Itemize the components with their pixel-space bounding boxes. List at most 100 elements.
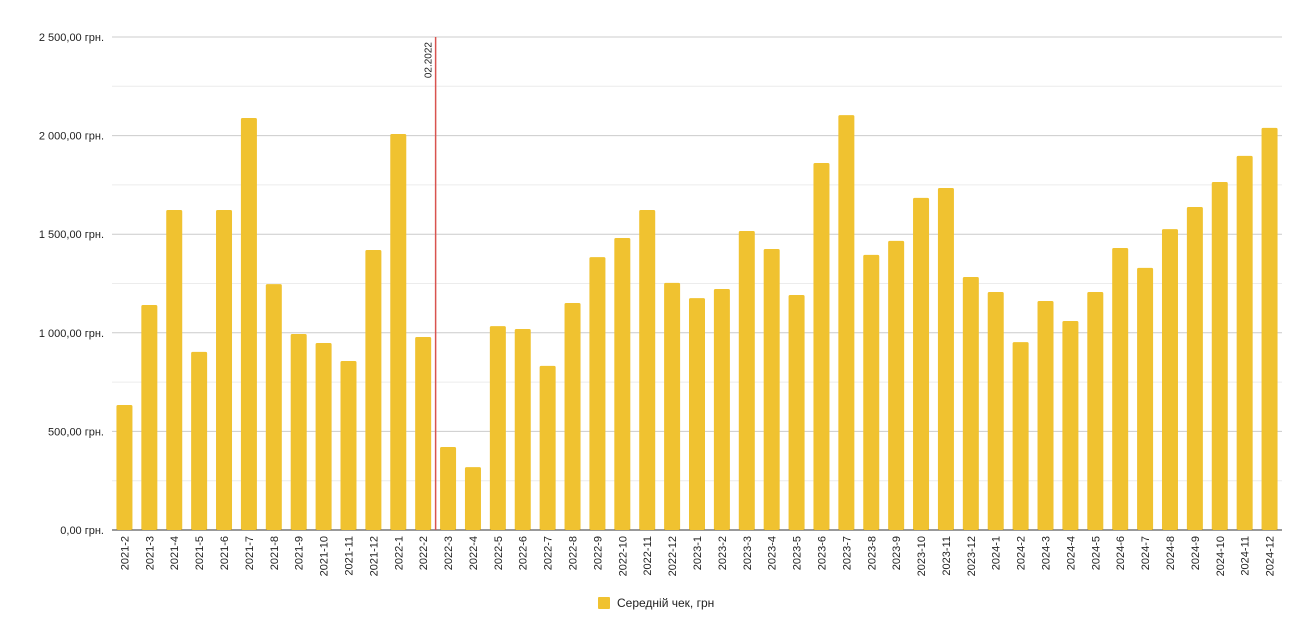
bar — [240, 118, 257, 531]
bar — [1112, 248, 1129, 530]
bar — [763, 248, 780, 531]
bar — [489, 326, 506, 530]
bar — [1137, 267, 1154, 530]
x-tick-label: 2024-11 — [1240, 536, 1252, 576]
x-tick-label: 2022-5 — [493, 536, 505, 570]
bar — [539, 365, 556, 530]
bar — [614, 237, 631, 531]
x-tick-label: 2023-12 — [966, 536, 978, 576]
x-tick-label: 2023-10 — [916, 536, 928, 576]
y-tick-label: 2 500,00 грн. — [39, 32, 104, 44]
bar — [1087, 291, 1104, 530]
x-tick-label: 2021-9 — [294, 536, 306, 570]
x-tick-label: 2021-4 — [169, 536, 181, 570]
bar — [589, 257, 606, 530]
bar — [191, 351, 208, 530]
x-tick-label: 2022-1 — [393, 536, 405, 570]
bar — [1037, 301, 1054, 530]
y-tick-label: 2 000,00 грн. — [39, 131, 104, 143]
bar — [1236, 155, 1253, 530]
x-tick-label: 2021-10 — [319, 536, 331, 576]
bar — [838, 115, 855, 531]
y-tick-label: 500,00 грн. — [48, 426, 104, 438]
x-tick-label: 2021-12 — [368, 536, 380, 576]
x-tick-label: 2024-6 — [1115, 536, 1127, 570]
bar — [141, 304, 158, 530]
bar — [315, 343, 332, 530]
x-tick-label: 2021-11 — [343, 536, 355, 576]
bar — [464, 467, 481, 530]
bar — [514, 329, 531, 530]
x-tick-label: 2024-5 — [1090, 536, 1102, 570]
x-tick-label: 2022-9 — [592, 536, 604, 570]
y-tick-label: 0,00 грн. — [60, 525, 104, 537]
bar — [1186, 206, 1203, 531]
bar — [265, 284, 282, 530]
x-tick-label: 2024-12 — [1265, 536, 1277, 576]
bar — [689, 298, 705, 530]
bar — [1261, 127, 1278, 530]
bar — [813, 163, 830, 530]
x-tick-label: 2023-7 — [841, 536, 853, 570]
x-tick-label: 2022-12 — [667, 536, 679, 576]
x-tick-label: 2021-8 — [269, 536, 281, 570]
bar — [962, 276, 979, 530]
bar — [1012, 342, 1029, 530]
x-tick-label: 2024-3 — [1041, 536, 1053, 570]
x-tick-label: 2022-8 — [568, 536, 580, 570]
x-tick-label: 2022-11 — [642, 536, 654, 576]
bar — [639, 209, 656, 530]
bar — [987, 291, 1004, 530]
x-tick-label: 2021-5 — [194, 536, 206, 570]
bar — [1161, 229, 1178, 530]
x-tick-label: 2022-10 — [617, 536, 629, 576]
y-tick-label: 1 000,00 грн. — [39, 328, 104, 340]
bar — [116, 404, 133, 530]
y-tick-label: 1 500,00 грн. — [39, 229, 104, 241]
bar — [1062, 320, 1079, 530]
bar — [738, 231, 755, 530]
bar — [664, 282, 681, 530]
bar — [913, 197, 930, 530]
bar — [1211, 181, 1228, 530]
bar — [863, 254, 880, 530]
x-tick-label: 2022-6 — [518, 536, 530, 570]
x-tick-label: 2023-9 — [891, 536, 903, 570]
bar — [415, 336, 432, 530]
x-tick-label: 2024-2 — [1016, 536, 1028, 570]
bar — [713, 289, 730, 530]
x-tick-label: 2021-6 — [219, 536, 231, 570]
bar — [390, 134, 407, 530]
x-tick-label: 2024-8 — [1165, 536, 1177, 570]
bar — [216, 209, 233, 530]
bar — [166, 209, 183, 530]
x-tick-label: 2024-4 — [1065, 536, 1077, 570]
x-tick-label: 2024-10 — [1215, 536, 1227, 576]
bar — [290, 333, 307, 530]
x-tick-label: 2023-2 — [717, 536, 729, 570]
bar — [440, 446, 457, 530]
x-tick-label: 2023-8 — [866, 536, 878, 570]
legend-label: Середній чек, грн — [617, 596, 714, 610]
x-tick-label: 2023-3 — [742, 536, 754, 570]
x-tick-label: 2024-9 — [1190, 536, 1202, 570]
x-tick-label: 2021-3 — [144, 536, 156, 570]
x-tick-label: 2022-3 — [443, 536, 455, 570]
x-tick-label: 2021-7 — [244, 536, 256, 570]
x-tick-label: 2023-11 — [941, 536, 953, 576]
x-tick-label: 2022-7 — [543, 536, 555, 570]
x-tick-label: 2023-4 — [767, 536, 779, 570]
annotation-label: 02.2022 — [424, 42, 435, 79]
bar — [937, 188, 954, 530]
bar — [888, 240, 905, 531]
bar — [340, 360, 357, 530]
bar — [365, 249, 382, 530]
x-tick-label: 2022-4 — [468, 536, 480, 570]
legend-swatch — [598, 597, 610, 609]
x-tick-label: 2023-5 — [792, 536, 804, 570]
x-tick-label: 2024-7 — [1140, 536, 1152, 570]
x-tick-label: 2022-2 — [418, 536, 430, 570]
bar — [564, 303, 581, 530]
x-tick-label: 2024-1 — [991, 536, 1003, 570]
